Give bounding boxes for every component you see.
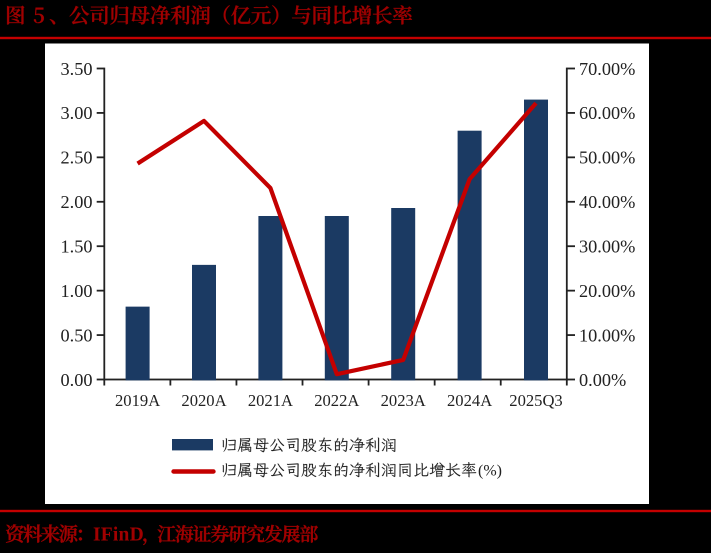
svg-text:2025Q3: 2025Q3: [509, 391, 562, 410]
svg-text:0.00%: 0.00%: [579, 370, 626, 390]
svg-text:2.50: 2.50: [61, 148, 93, 168]
svg-text:10.00%: 10.00%: [579, 325, 635, 345]
svg-text:1.00: 1.00: [61, 281, 93, 301]
svg-text:0.00: 0.00: [61, 370, 93, 390]
svg-text:3.50: 3.50: [61, 59, 93, 79]
svg-text:2022A: 2022A: [314, 391, 359, 410]
svg-text:0.50: 0.50: [61, 325, 93, 345]
svg-text:(%): (%): [478, 463, 502, 480]
svg-text:2020A: 2020A: [181, 391, 226, 410]
svg-text:3.00: 3.00: [61, 103, 93, 123]
svg-text:60.00%: 60.00%: [579, 103, 635, 123]
svg-text:2019A: 2019A: [115, 391, 160, 410]
svg-text:30.00%: 30.00%: [579, 237, 635, 257]
svg-text:2.00: 2.00: [61, 192, 93, 212]
svg-text:2024A: 2024A: [447, 391, 492, 410]
svg-text:70.00%: 70.00%: [579, 59, 635, 79]
svg-text:2021A: 2021A: [248, 391, 293, 410]
svg-text:IFinD: IFinD: [93, 525, 144, 546]
svg-text:50.00%: 50.00%: [579, 148, 635, 168]
svg-text:40.00%: 40.00%: [579, 192, 635, 212]
svg-text:20.00%: 20.00%: [579, 281, 635, 301]
svg-text:1.50: 1.50: [61, 237, 93, 257]
svg-text:2023A: 2023A: [381, 391, 426, 410]
